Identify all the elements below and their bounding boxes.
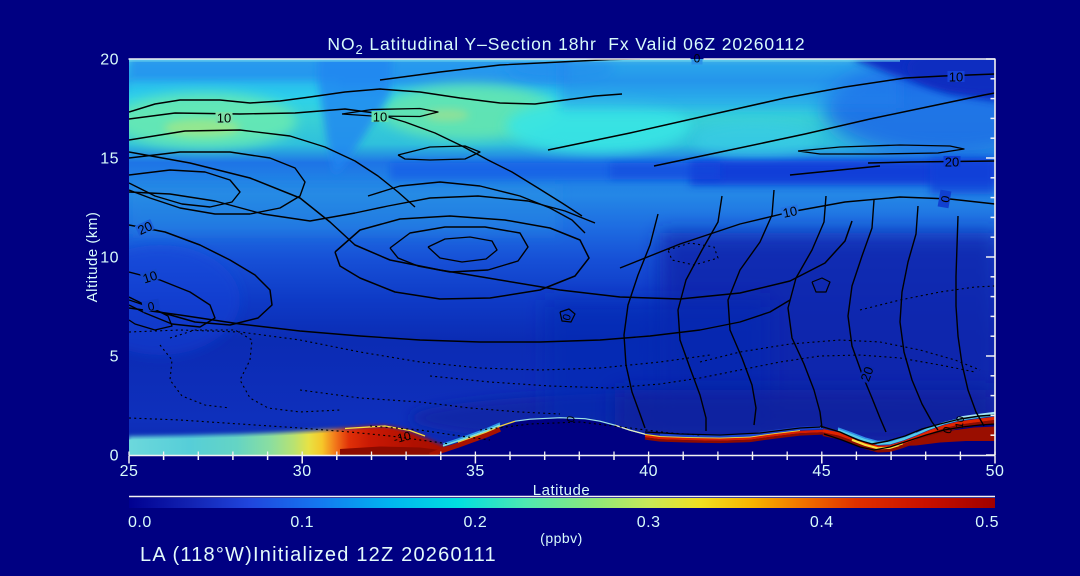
svg-text:10: 10 [141,268,159,287]
svg-text:10: 10 [217,111,231,126]
svg-text:0.4: 0.4 [810,514,834,531]
svg-text:30: 30 [293,463,312,480]
svg-text:10: 10 [781,203,798,221]
svg-text:0.5: 0.5 [975,514,999,531]
svg-text:Latitude: Latitude [533,482,590,499]
svg-text:LA (118°W)Initialized 12Z 2026: LA (118°W)Initialized 12Z 20260111 [140,544,497,566]
svg-text:0: 0 [694,52,701,66]
svg-text:-10: -10 [392,428,413,446]
svg-text:Altitude (km): Altitude (km) [84,212,101,303]
svg-text:20: 20 [857,365,876,384]
svg-text:0.1: 0.1 [290,514,314,531]
svg-text:0: 0 [940,425,955,435]
svg-text:20: 20 [945,155,959,170]
svg-text:0: 0 [110,448,119,465]
svg-text:20: 20 [135,218,154,238]
svg-text:35: 35 [466,463,485,480]
svg-text:10: 10 [373,110,387,125]
svg-text:15: 15 [100,151,119,168]
svg-text:0: 0 [561,313,574,322]
svg-text:0: 0 [565,415,578,423]
svg-text:0: 0 [147,299,156,314]
svg-text:25: 25 [120,463,139,480]
svg-text:(ppbv): (ppbv) [540,530,583,546]
svg-text:5: 5 [110,349,119,366]
svg-text:0: 0 [938,194,953,203]
svg-text:10: 10 [100,250,119,267]
svg-text:10: 10 [954,415,968,429]
svg-text:0.2: 0.2 [464,514,488,531]
svg-text:10: 10 [949,70,963,85]
svg-text:20: 20 [100,52,119,69]
svg-text:40: 40 [639,463,658,480]
svg-text:50: 50 [986,463,1005,480]
svg-text:45: 45 [812,463,831,480]
svg-text:0.3: 0.3 [637,514,661,531]
svg-text:0.0: 0.0 [128,514,152,531]
svg-text:NO2 Latitudinal Y–Section 18hr: NO2 Latitudinal Y–Section 18hr Fx Valid … [327,34,805,57]
